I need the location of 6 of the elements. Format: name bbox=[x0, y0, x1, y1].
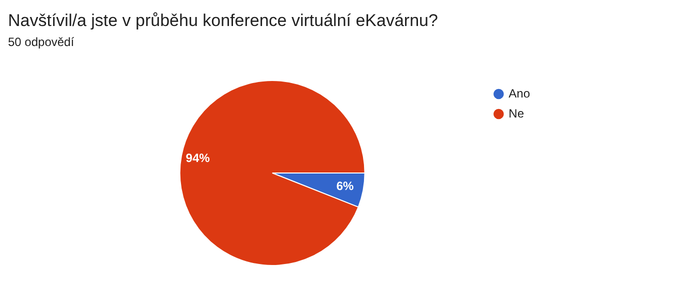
legend-label: Ne bbox=[508, 106, 524, 120]
chart-title: Navštívil/a jste v průběhu konference virtuální eKavárnu? bbox=[8, 11, 438, 31]
legend-label: Ano bbox=[508, 86, 530, 100]
text: 50 odpovědí bbox=[8, 35, 74, 49]
data-label: 6% bbox=[336, 179, 354, 194]
data-label: 94% bbox=[186, 151, 210, 166]
